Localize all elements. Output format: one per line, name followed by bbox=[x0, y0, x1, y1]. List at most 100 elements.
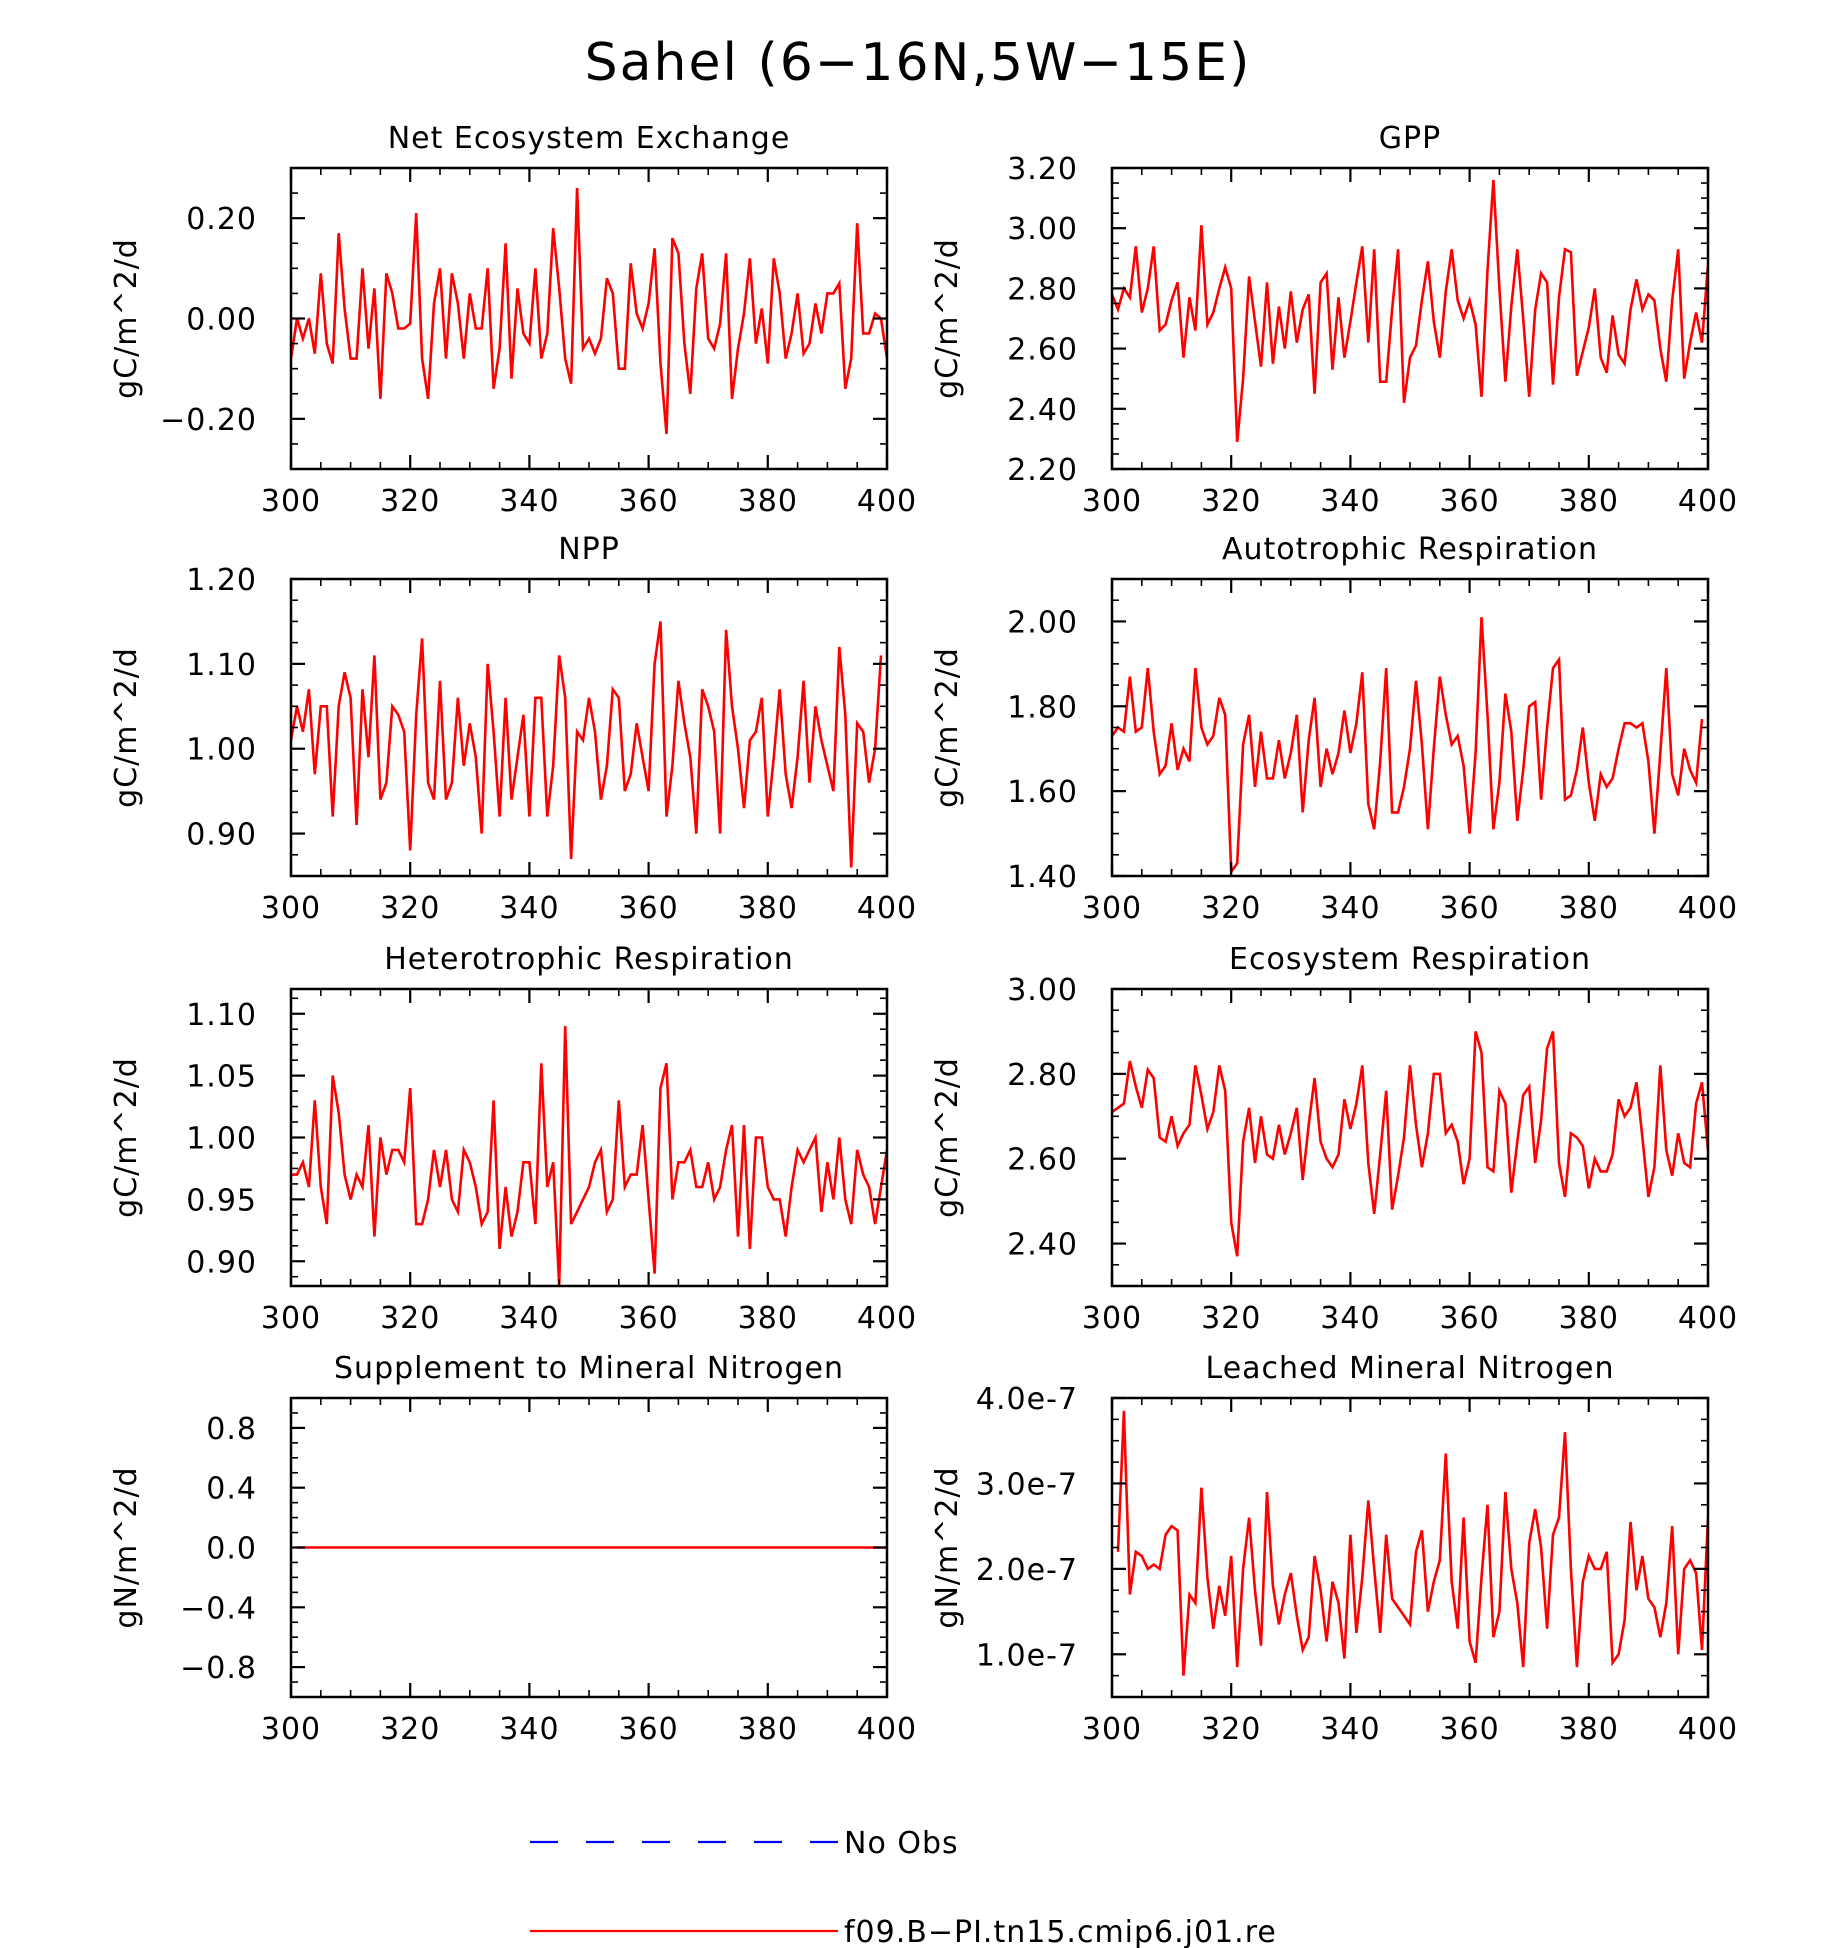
x-tick-label: 340 bbox=[499, 891, 559, 926]
y-axis-label: gC/m^2/d bbox=[930, 647, 965, 808]
panels: 300 320 340 360 380 400 −0.20 0.00 0.20 Net Ecosy… bbox=[109, 121, 1738, 1747]
x-tick-label: 320 bbox=[380, 1712, 440, 1747]
y-tick-label: 2.60 bbox=[1007, 1143, 1078, 1178]
x-tick-label: 360 bbox=[618, 891, 678, 926]
y-axis-label: gC/m^2/d bbox=[109, 647, 144, 808]
y-tick-label: 2.40 bbox=[1007, 1228, 1078, 1263]
plot-frame bbox=[1110, 166, 1710, 471]
y-tick-label: 0.8 bbox=[206, 1412, 257, 1447]
x-tick-label: 300 bbox=[261, 891, 321, 926]
y-tick-label: 0.0 bbox=[206, 1532, 257, 1567]
series-line-heterotrophic-respiration bbox=[291, 1026, 887, 1286]
panel-title: GPP bbox=[1379, 121, 1441, 156]
x-tick-label: 360 bbox=[1439, 891, 1499, 926]
x-tick-label: 340 bbox=[1320, 484, 1380, 519]
y-tick-label: 1.05 bbox=[186, 1060, 257, 1095]
panel-supplement-to-mineral-nitrogen: 300 320 340 360 380 400 −0.8 −0.4 0.0 0.4 0.8 Suppl… bbox=[109, 1351, 916, 1747]
y-tick-label: 1.00 bbox=[186, 733, 257, 768]
x-tick-label: 300 bbox=[1082, 1301, 1142, 1336]
y-tick-label: 2.60 bbox=[1007, 333, 1078, 368]
x-tick-label: 360 bbox=[1439, 484, 1499, 519]
x-tick-label: 320 bbox=[1201, 891, 1261, 926]
y-tick-label: 1.20 bbox=[186, 563, 257, 598]
panel-title: Leached Mineral Nitrogen bbox=[1206, 1351, 1615, 1386]
legend-label-model-run: f09.B−PI.tn15.cmip6.j01.re bbox=[844, 1915, 1277, 1948]
x-tick-label: 360 bbox=[1439, 1712, 1499, 1747]
y-axis-label: gC/m^2/d bbox=[930, 238, 965, 399]
y-axis-label: gN/m^2/d bbox=[109, 1466, 144, 1628]
panel-title: Autotrophic Respiration bbox=[1222, 532, 1598, 567]
y-tick-label: 1.40 bbox=[1007, 860, 1078, 895]
y-tick-label: 2.40 bbox=[1007, 393, 1078, 428]
panel-net-ecosystem-exchange: 300 320 340 360 380 400 −0.20 0.00 0.20 Net Ecosy… bbox=[109, 121, 916, 519]
x-tick-label: 380 bbox=[738, 1301, 798, 1336]
y-tick-label: −0.20 bbox=[160, 403, 257, 438]
x-tick-label: 380 bbox=[738, 1712, 798, 1747]
panel-title: Heterotrophic Respiration bbox=[384, 942, 794, 977]
x-tick-label: 340 bbox=[499, 1301, 559, 1336]
series-line-npp bbox=[291, 621, 883, 868]
y-axis-label: gC/m^2/d bbox=[930, 1057, 965, 1218]
x-tick-label: 400 bbox=[1678, 484, 1738, 519]
x-tick-label: 360 bbox=[618, 484, 678, 519]
y-tick-label: 1.10 bbox=[186, 998, 257, 1033]
y-tick-label: 0.95 bbox=[186, 1183, 257, 1218]
series-line-autotrophic-respiration bbox=[1112, 617, 1704, 876]
series-line-leached-mineral-nitrogen bbox=[1116, 1410, 1708, 1676]
x-tick-label: 320 bbox=[1201, 1301, 1261, 1336]
y-tick-label: 1.00 bbox=[186, 1122, 257, 1157]
x-tick-label: 340 bbox=[1320, 1301, 1380, 1336]
series-line-net-ecosystem-exchange bbox=[291, 188, 887, 435]
y-tick-label: 1.10 bbox=[186, 648, 257, 683]
y-tick-label: −0.8 bbox=[180, 1651, 257, 1686]
y-tick-label: 0.90 bbox=[186, 1245, 257, 1280]
y-axis-label: gN/m^2/d bbox=[930, 1466, 965, 1628]
x-tick-label: 320 bbox=[380, 484, 440, 519]
x-tick-label: 340 bbox=[1320, 1712, 1380, 1747]
y-tick-label: 0.90 bbox=[186, 818, 257, 853]
x-tick-label: 300 bbox=[261, 1712, 321, 1747]
y-tick-label: 0.00 bbox=[186, 303, 257, 338]
y-tick-label: 0.20 bbox=[186, 202, 257, 237]
panel-ecosystem-respiration: 300 320 340 360 380 400 2.40 2.60 2.80 3.00 Ecosys… bbox=[930, 942, 1737, 1336]
y-tick-label: 2.80 bbox=[1007, 272, 1078, 307]
panel-title: Net Ecosystem Exchange bbox=[388, 121, 791, 156]
x-tick-label: 360 bbox=[618, 1301, 678, 1336]
x-tick-label: 300 bbox=[1082, 891, 1142, 926]
x-tick-label: 300 bbox=[261, 1301, 321, 1336]
x-tick-label: 360 bbox=[1439, 1301, 1499, 1336]
panel-title: Supplement to Mineral Nitrogen bbox=[334, 1351, 844, 1386]
x-tick-label: 320 bbox=[1201, 1712, 1261, 1747]
panel-leached-mineral-nitrogen: 300 320 340 360 380 400 1.0e-7 2.0e-7 3.0e-7 4.0e… bbox=[930, 1351, 1737, 1747]
y-tick-label: 1.80 bbox=[1007, 690, 1078, 725]
x-tick-label: 320 bbox=[380, 1301, 440, 1336]
series-line-gpp bbox=[1112, 179, 1708, 443]
panel-gpp: 300 320 340 360 380 400 2.20 2.40 2.60 2.80 3.00 3.… bbox=[930, 121, 1738, 519]
panel-autotrophic-respiration: 300 320 340 360 380 400 1.40 1.60 1.80 2.00 Autotr… bbox=[930, 532, 1738, 926]
panel-heterotrophic-respiration: 300 320 340 360 380 400 0.90 0.95 1.00 1.05 1.10 He… bbox=[109, 942, 916, 1336]
x-tick-label: 340 bbox=[1320, 891, 1380, 926]
x-tick-label: 320 bbox=[1201, 484, 1261, 519]
y-tick-label: 1.60 bbox=[1007, 775, 1078, 810]
panel-title: Ecosystem Respiration bbox=[1229, 942, 1591, 977]
y-tick-label: 3.00 bbox=[1007, 212, 1078, 247]
y-tick-label: 3.20 bbox=[1007, 152, 1078, 187]
x-tick-label: 380 bbox=[738, 484, 798, 519]
plot-frame bbox=[289, 166, 889, 471]
panel-npp: 300 320 340 360 380 400 0.90 1.00 1.10 1.20 NPP gC/… bbox=[109, 532, 917, 926]
legend-label-no-obs: No Obs bbox=[844, 1826, 959, 1861]
x-tick-label: 400 bbox=[1678, 891, 1738, 926]
y-axis-label: gC/m^2/d bbox=[109, 1057, 144, 1218]
panel-title: NPP bbox=[558, 532, 620, 567]
x-tick-label: 400 bbox=[857, 891, 917, 926]
y-tick-label: 4.0e-7 bbox=[976, 1382, 1078, 1417]
plot-frame bbox=[289, 577, 889, 878]
x-tick-label: 380 bbox=[1559, 891, 1619, 926]
x-tick-label: 380 bbox=[738, 891, 798, 926]
y-axis-label: gC/m^2/d bbox=[109, 238, 144, 399]
y-tick-label: 2.00 bbox=[1007, 605, 1078, 640]
x-tick-label: 340 bbox=[499, 484, 559, 519]
y-tick-label: 0.4 bbox=[206, 1472, 257, 1507]
legend: No Obs f09.B−PI.tn15.cmip6.j01.re bbox=[530, 1826, 1277, 1948]
